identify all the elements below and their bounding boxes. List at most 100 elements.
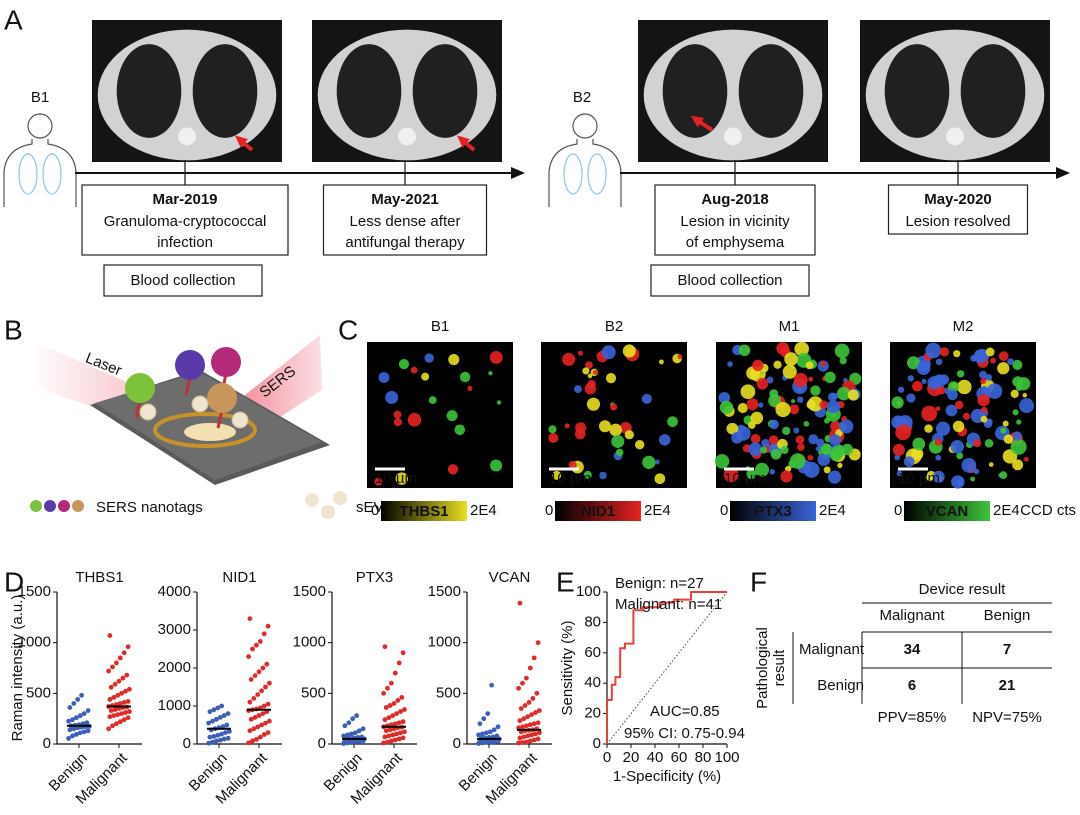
fluorescent-spot [760, 446, 768, 454]
fluorescent-spot [1000, 427, 1007, 434]
data-point [533, 731, 538, 737]
colorbar-label: VCAN [926, 503, 969, 520]
data-point [210, 739, 215, 745]
x-tick-label: 80 [695, 749, 712, 766]
body-icon [27, 113, 53, 139]
y-tick-label: 80 [584, 613, 601, 630]
data-point [531, 737, 537, 743]
fluorescent-spot [761, 438, 770, 448]
patient-label: B2 [573, 89, 591, 106]
fluorescent-spot [658, 359, 664, 365]
body-icon [3, 139, 77, 207]
fluorescent-spot [847, 389, 859, 401]
fluorescent-spot [797, 443, 805, 451]
fluorescent-spot [834, 343, 850, 359]
x-tick-label: 0 [603, 749, 611, 766]
data-point [126, 686, 132, 692]
data-point [121, 717, 127, 723]
data-point [259, 722, 264, 728]
fluorescent-spot [750, 411, 764, 425]
data-point [489, 682, 494, 688]
data-point [525, 714, 531, 720]
data-point [525, 733, 531, 739]
row-header: result [771, 649, 788, 687]
data-point [125, 715, 131, 721]
data-point [66, 718, 71, 724]
fluorescent-spot [398, 359, 410, 370]
fluorescent-spot [979, 370, 987, 379]
timeline-head [511, 167, 525, 179]
fluorescent-spot [985, 374, 993, 381]
data-point [400, 735, 406, 741]
data-point [206, 720, 212, 726]
fluorescent-spot [574, 385, 582, 394]
data-point [107, 697, 113, 702]
fluorescent-spot [737, 403, 748, 414]
fluorescent-spot [424, 353, 434, 363]
colorbar [555, 501, 641, 521]
fluorescent-spot [916, 361, 931, 376]
data-point [246, 740, 252, 746]
fluorescent-spot [815, 446, 821, 452]
roc-curve [606, 591, 727, 744]
fluorescent-spot [378, 372, 390, 383]
ct-spine [724, 127, 742, 146]
event-date: May-2020 [924, 191, 992, 208]
fluorescent-spot [803, 421, 810, 427]
fluorescent-spot [738, 344, 751, 357]
data-point [248, 677, 254, 682]
event-date: Aug-2018 [701, 191, 769, 208]
data-point [219, 703, 225, 709]
fluorescent-spot [999, 471, 1008, 480]
data-point [77, 713, 83, 719]
fluorescent-spot [654, 473, 666, 485]
fluorescent-spot [921, 405, 938, 422]
fluorescent-spot [714, 454, 730, 469]
y-tick-label: 1500 [293, 583, 326, 600]
data-point [350, 716, 356, 722]
data-point [257, 639, 263, 644]
data-point [256, 669, 262, 675]
data-point [481, 716, 487, 722]
data-point [529, 712, 534, 718]
fluorescent-spot [784, 352, 798, 366]
data-point [360, 726, 366, 732]
fluorescent-spot [1012, 409, 1019, 416]
red-arrow-head [690, 115, 704, 128]
table-group-header: Device result [919, 581, 1007, 598]
data-point [106, 668, 111, 674]
ct-lung [884, 44, 950, 138]
fluorescent-spot [568, 460, 577, 470]
fluorescent-spot [906, 393, 916, 403]
event-box [887, 184, 1029, 235]
fluorescent-spot [1012, 431, 1022, 441]
fluorescent-spot [601, 345, 616, 360]
fluorescent-spot [956, 477, 964, 486]
fluorescent-spot [795, 435, 805, 444]
panel-label: C [338, 314, 358, 345]
data-point [110, 664, 115, 670]
fluorescent-spot [829, 448, 843, 462]
scale-label: 10 µm [898, 470, 940, 487]
data-point [251, 696, 257, 701]
data-point [115, 692, 121, 698]
data-point [537, 730, 542, 736]
data-point [219, 731, 225, 737]
fluorescent-spot [584, 383, 596, 395]
data-point [106, 726, 111, 732]
y-tick-label: 1500 [428, 583, 461, 600]
fluorescent-spot [769, 469, 776, 475]
x-tick-label: 20 [623, 749, 640, 766]
data-point [527, 665, 533, 671]
fluorescent-spot [1002, 420, 1009, 427]
y-axis-label: Sensitivity (%) [559, 620, 576, 715]
data-point [206, 740, 212, 746]
x-axis-label: 1-Specificity (%) [613, 768, 721, 785]
legend-nanotag [30, 500, 42, 512]
data-point [521, 716, 527, 722]
fluorescence-image [541, 342, 687, 488]
fluorescent-spot [459, 371, 471, 383]
ct-lung [192, 44, 258, 138]
fluorescent-spot [816, 438, 825, 448]
fluorescent-spot [410, 366, 418, 374]
